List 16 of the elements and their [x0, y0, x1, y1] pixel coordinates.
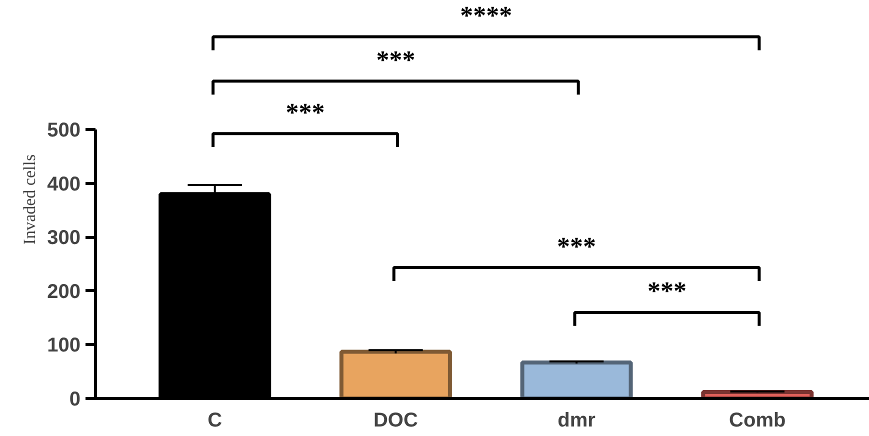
- y-tick-label: 0: [69, 388, 80, 410]
- text: ****: [460, 1, 512, 30]
- annotation: ***: [557, 232, 596, 261]
- y-tick-label: 300: [47, 227, 81, 250]
- y-axis-title: Invaded cells: [20, 154, 40, 245]
- annotation: ***: [647, 276, 686, 306]
- y-tick-label: 400: [47, 173, 81, 196]
- text: ***: [376, 45, 416, 74]
- text: ***: [286, 98, 325, 127]
- x-tick-label: C: [208, 410, 222, 432]
- x-tick-label: dmr: [558, 410, 596, 432]
- y-tick-label: 100: [47, 334, 81, 357]
- x-tick-label: Comb: [729, 410, 786, 432]
- y-tick-label: 500: [47, 120, 81, 142]
- y-tick-label: 200: [47, 280, 81, 303]
- x-tick-label: DOC: [373, 410, 418, 432]
